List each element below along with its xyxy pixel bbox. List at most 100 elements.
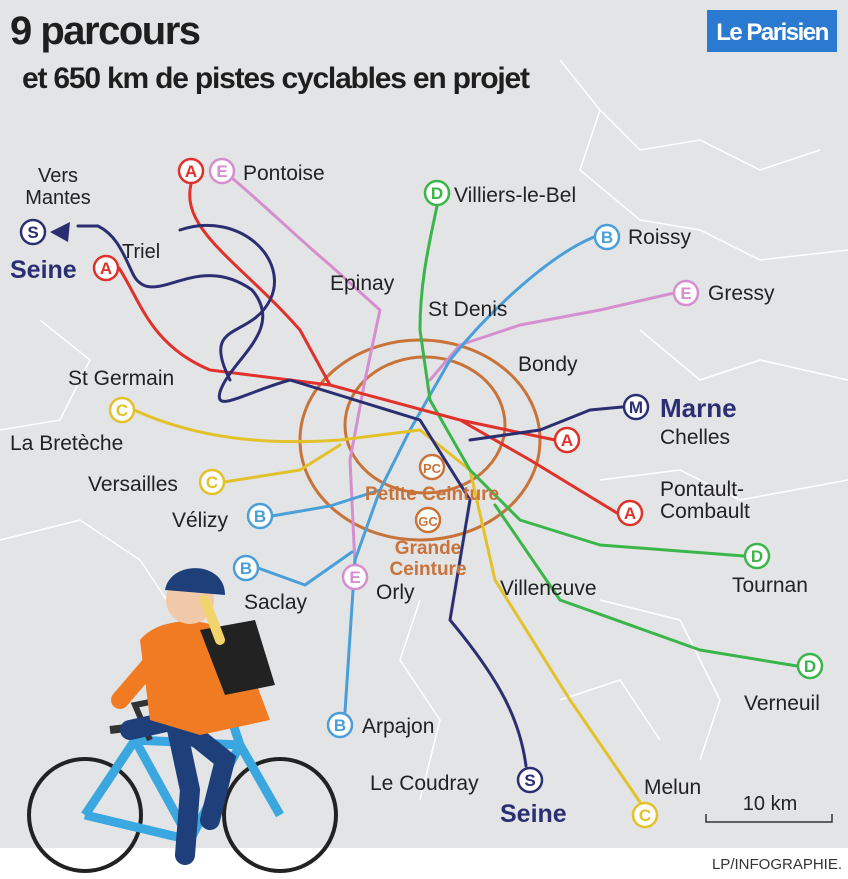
route-badge: PC (418, 453, 446, 481)
department-borders (0, 59, 848, 801)
badge-circle (743, 542, 771, 570)
badge-circle (92, 254, 120, 282)
place-label: Pontault- (660, 478, 744, 501)
route-e (230, 176, 676, 567)
badge-letter: B (334, 716, 346, 735)
place-label: Saclay (244, 591, 308, 614)
route-badge: GC (414, 506, 442, 534)
route-badge: E (341, 563, 369, 591)
badge-letter: GC (418, 514, 438, 529)
badge-letter: D (431, 184, 443, 203)
badge-letter: C (116, 401, 128, 420)
badge-circle (516, 766, 544, 794)
route-badge: A (92, 254, 120, 282)
badge-circle (672, 279, 700, 307)
scale-line (705, 814, 833, 823)
scale-bar: 10 km (705, 793, 833, 823)
title: 9 parcours (10, 9, 200, 53)
badge-letter: E (216, 162, 227, 181)
route-badge: A (616, 499, 644, 527)
badge-letter: B (254, 507, 266, 526)
place-label: Mantes (25, 187, 91, 209)
place-label: Ceinture (389, 559, 466, 580)
badge-circle (232, 554, 260, 582)
borders (0, 59, 848, 801)
badge-letter: M (629, 398, 643, 417)
badge-circle (108, 396, 136, 424)
badge-letter: C (639, 806, 651, 825)
route-badge: B (232, 554, 260, 582)
route-badge: D (796, 652, 824, 680)
place-label: Marne (660, 393, 737, 423)
badge-circle (208, 157, 236, 185)
badge-letter: A (100, 259, 112, 278)
route-badge: A (177, 157, 205, 185)
place-label: Bondy (518, 353, 578, 376)
front-wheel (222, 757, 338, 873)
badge-circle (593, 223, 621, 251)
place-label: Verneuil (744, 692, 820, 715)
badge-letter: E (349, 568, 360, 587)
place-label: Roissy (628, 226, 692, 249)
route-badge: E (208, 157, 236, 185)
route-d (418, 204, 799, 668)
place-label: Chelles (660, 426, 730, 449)
place-label: Vélizy (172, 509, 229, 532)
badge-circle (796, 652, 824, 680)
place-label: Triel (122, 241, 160, 263)
place-label: St Denis (428, 298, 507, 321)
route-badge: A (553, 426, 581, 454)
header: 9 parcours et 650 km de pistes cyclables… (10, 9, 837, 95)
place-label: Orly (376, 581, 415, 604)
badge-letter: S (524, 771, 535, 790)
badge-circle (616, 499, 644, 527)
place-label: Vers (38, 165, 78, 187)
badge-letter: C (206, 473, 218, 492)
badge-letter: A (624, 504, 636, 523)
badge-letter: B (240, 559, 252, 578)
place-label: Versailles (88, 473, 178, 496)
routes (50, 176, 799, 804)
helmet (165, 568, 225, 595)
place-label: Epinay (330, 272, 395, 295)
arm (111, 656, 159, 709)
arrow (50, 222, 70, 242)
legs (120, 708, 237, 865)
hair (200, 595, 225, 645)
rear-wheel (27, 757, 143, 873)
place-label: Arpajon (362, 715, 434, 738)
place-label: Villiers-le-Bel (454, 184, 576, 207)
route-badge: D (423, 179, 451, 207)
badge-letter: D (751, 547, 763, 566)
place-label: Combault (660, 500, 750, 523)
scale-label: 10 km (743, 793, 797, 815)
route-b (256, 235, 596, 714)
badge-circle (341, 563, 369, 591)
place-label: Melun (644, 776, 701, 799)
badge-circle (198, 468, 226, 496)
place-label: Petite Ceinture (365, 484, 499, 505)
badge-circle (423, 179, 451, 207)
place-label: Tournan (732, 574, 808, 597)
route-c (132, 408, 642, 804)
route-badge: E (672, 279, 700, 307)
place-label: Pontoise (243, 162, 325, 185)
route-s (76, 223, 624, 768)
badge-circle (177, 157, 205, 185)
logo: Le Parisien (716, 19, 828, 46)
place-label: Villeneuve (500, 577, 597, 600)
place-label: Grande (395, 538, 462, 559)
badge-circle (622, 393, 650, 421)
place-label: Le Coudray (370, 772, 479, 795)
badge-letter: D (804, 657, 816, 676)
route-badge: M (622, 393, 650, 421)
route-badge: B (326, 711, 354, 739)
badge-circle (553, 426, 581, 454)
route-badge: C (198, 468, 226, 496)
badge-letter: B (601, 228, 613, 247)
route-badge: C (631, 801, 659, 829)
badge-letter: S (27, 223, 38, 242)
route-badge: S (19, 218, 47, 246)
